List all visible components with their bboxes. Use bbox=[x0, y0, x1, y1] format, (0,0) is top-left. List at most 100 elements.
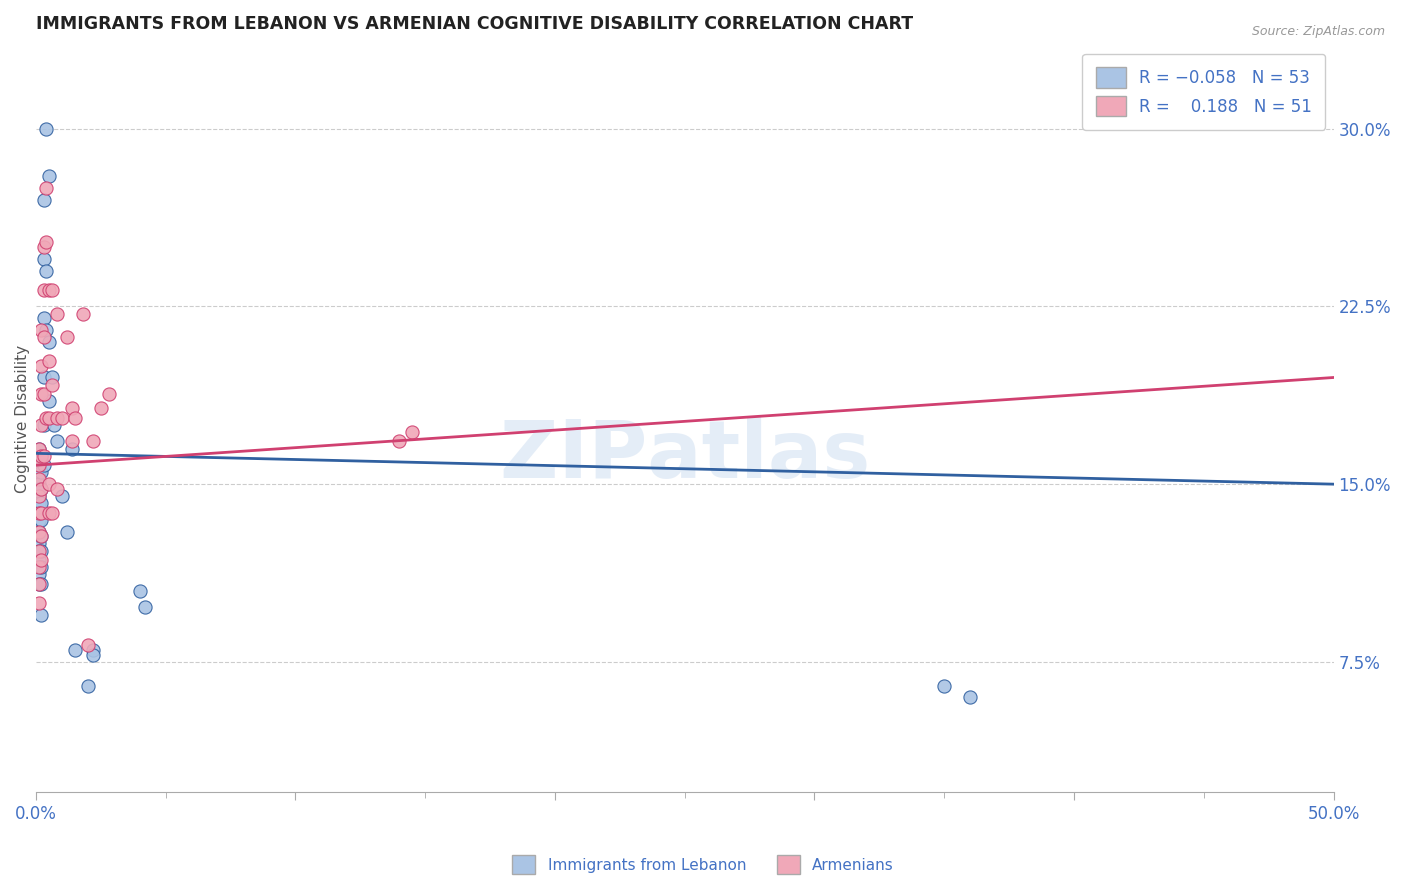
Point bbox=[27, 529, 49, 543]
Point bbox=[27, 560, 49, 574]
Point bbox=[35, 264, 58, 278]
Point bbox=[38, 394, 60, 409]
Point bbox=[32, 330, 55, 344]
Point bbox=[27, 442, 49, 456]
Point bbox=[60, 401, 83, 416]
Point bbox=[27, 442, 49, 456]
Point bbox=[128, 583, 150, 598]
Point bbox=[30, 607, 52, 622]
Point bbox=[30, 560, 52, 574]
Point bbox=[27, 506, 49, 520]
Point bbox=[27, 513, 49, 527]
Point bbox=[27, 496, 49, 510]
Point bbox=[27, 472, 49, 486]
Point bbox=[51, 410, 73, 425]
Point bbox=[30, 482, 52, 496]
Point bbox=[32, 240, 55, 254]
Point bbox=[38, 410, 60, 425]
Point bbox=[60, 434, 83, 449]
Point bbox=[35, 323, 58, 337]
Point bbox=[27, 489, 49, 503]
Point bbox=[27, 458, 49, 473]
Point bbox=[30, 465, 52, 479]
Point bbox=[959, 690, 981, 705]
Point bbox=[401, 425, 423, 439]
Point bbox=[32, 252, 55, 266]
Point bbox=[30, 529, 52, 543]
Point bbox=[32, 193, 55, 207]
Point bbox=[27, 482, 49, 496]
Point bbox=[27, 576, 49, 591]
Text: ZIP​atlas: ZIP​atlas bbox=[499, 417, 870, 495]
Point bbox=[27, 458, 49, 473]
Point bbox=[30, 543, 52, 558]
Point bbox=[30, 496, 52, 510]
Point bbox=[35, 235, 58, 250]
Point bbox=[63, 643, 86, 657]
Point bbox=[32, 449, 55, 463]
Point bbox=[27, 536, 49, 550]
Point bbox=[41, 283, 63, 297]
Point bbox=[30, 553, 52, 567]
Point bbox=[51, 489, 73, 503]
Legend: R = −0.058   N = 53, R =    0.188   N = 51: R = −0.058 N = 53, R = 0.188 N = 51 bbox=[1083, 54, 1326, 129]
Point bbox=[56, 330, 79, 344]
Point bbox=[30, 417, 52, 432]
Point bbox=[32, 387, 55, 401]
Point bbox=[30, 449, 52, 463]
Point bbox=[82, 643, 104, 657]
Point bbox=[30, 506, 52, 520]
Y-axis label: Cognitive Disability: Cognitive Disability bbox=[15, 345, 31, 493]
Point bbox=[38, 283, 60, 297]
Point bbox=[45, 306, 67, 320]
Text: Source: ZipAtlas.com: Source: ZipAtlas.com bbox=[1251, 25, 1385, 38]
Point bbox=[27, 465, 49, 479]
Point bbox=[35, 181, 58, 195]
Point bbox=[27, 524, 49, 539]
Point bbox=[45, 434, 67, 449]
Point bbox=[30, 323, 52, 337]
Point bbox=[27, 567, 49, 582]
Point bbox=[27, 576, 49, 591]
Point bbox=[30, 482, 52, 496]
Point bbox=[27, 553, 49, 567]
Point bbox=[45, 482, 67, 496]
Point bbox=[27, 560, 49, 574]
Point bbox=[38, 354, 60, 368]
Point bbox=[27, 489, 49, 503]
Point bbox=[27, 543, 49, 558]
Point bbox=[27, 524, 49, 539]
Point bbox=[42, 417, 65, 432]
Point bbox=[38, 169, 60, 183]
Point bbox=[35, 121, 58, 136]
Point bbox=[27, 477, 49, 491]
Point bbox=[27, 596, 49, 610]
Point bbox=[32, 458, 55, 473]
Point bbox=[32, 417, 55, 432]
Legend: Immigrants from Lebanon, Armenians: Immigrants from Lebanon, Armenians bbox=[506, 849, 900, 880]
Point bbox=[30, 449, 52, 463]
Point bbox=[76, 638, 98, 652]
Point bbox=[35, 410, 58, 425]
Point bbox=[388, 434, 411, 449]
Point bbox=[90, 401, 112, 416]
Point bbox=[30, 387, 52, 401]
Point bbox=[82, 648, 104, 662]
Point bbox=[60, 442, 83, 456]
Point bbox=[134, 600, 156, 615]
Point bbox=[32, 311, 55, 326]
Point bbox=[32, 370, 55, 384]
Point bbox=[32, 283, 55, 297]
Point bbox=[38, 506, 60, 520]
Point bbox=[41, 377, 63, 392]
Point bbox=[38, 477, 60, 491]
Point bbox=[76, 679, 98, 693]
Point bbox=[30, 513, 52, 527]
Point bbox=[934, 679, 956, 693]
Point bbox=[72, 306, 94, 320]
Point bbox=[45, 410, 67, 425]
Point bbox=[41, 506, 63, 520]
Point bbox=[30, 529, 52, 543]
Point bbox=[27, 543, 49, 558]
Point bbox=[41, 370, 63, 384]
